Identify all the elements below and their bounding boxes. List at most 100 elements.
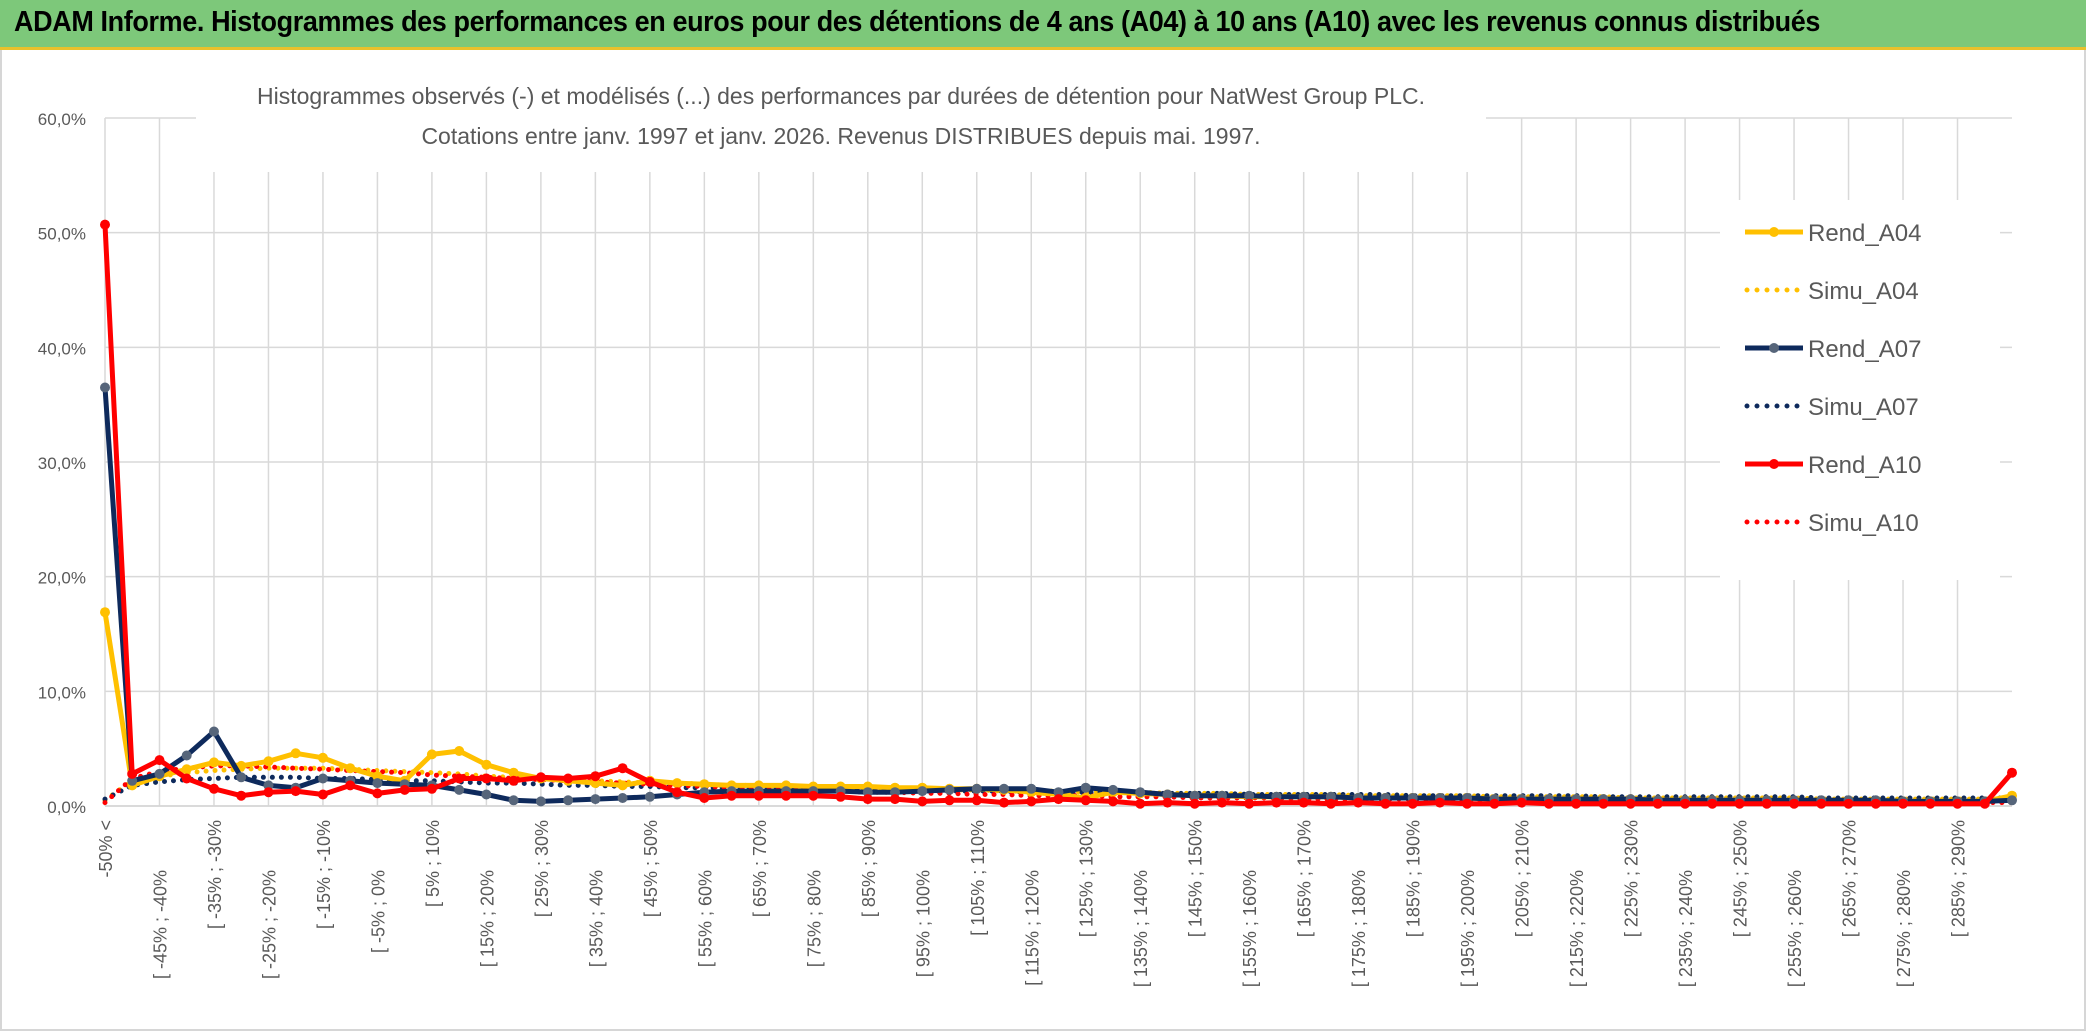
x-tick-label: [ 105% ; 110% [968,820,988,936]
data-point-rend-a10 [1625,798,1636,809]
x-tick-label: [ 215% ; 220% [1567,870,1587,987]
report-title: ADAM Informe. Histogrammes des performan… [14,6,1821,38]
data-point-rend-a10 [100,219,110,230]
data-point-rend-a10 [862,794,873,805]
chart-title-background [196,78,1486,172]
data-point-rend-a10 [1271,797,1282,808]
x-tick-label: [ 135% ; 140% [1131,870,1151,987]
data-point-rend-a10 [944,795,955,806]
legend-marker [1769,459,1779,469]
x-tick-label: [ 165% ; 170% [1295,820,1315,937]
data-point-rend-a10 [1325,798,1336,809]
x-tick-label: [ 45% ; 50% [641,820,661,917]
data-point-rend-a07 [862,787,873,798]
data-point-rend-a07 [590,794,601,805]
y-tick-label: 40,0% [38,339,86,358]
data-point-rend-a07 [127,775,138,786]
data-point-rend-a04 [181,764,192,775]
x-tick-label: [ -15% ; -10% [314,820,334,929]
x-tick-label: [ 285% ; 290% [1949,820,1969,937]
legend-label: Rend_A04 [1808,220,1921,247]
data-point-rend-a04 [209,757,219,768]
data-point-rend-a04 [590,778,601,789]
x-tick-label: [ 245% ; 250% [1731,820,1751,937]
legend-item-rend-a07: Rend_A07 [1745,336,1921,363]
data-point-rend-a07 [1162,789,1173,800]
data-point-rend-a10 [2007,767,2017,778]
data-point-rend-a10 [1135,798,1146,809]
data-point-rend-a10 [1816,798,1827,809]
x-tick-label: [ 85% ; 90% [859,820,879,917]
data-point-rend-a07 [481,789,492,800]
x-tick-label: [ -35% ; -30% [205,820,225,929]
data-point-rend-a04 [699,779,710,790]
data-point-rend-a07 [317,773,328,784]
data-point-rend-a07 [1244,790,1255,801]
data-point-rend-a10 [563,773,574,784]
series-line-simu-a07 [102,774,2015,802]
x-tick-label: [ 25% ; 30% [532,820,552,917]
x-tick-label: [ 155% ; 160% [1240,870,1260,987]
series-layer [100,219,2017,809]
data-point-rend-a10 [454,773,465,784]
data-point-rend-a07 [1108,784,1118,795]
data-point-rend-a10 [726,790,737,801]
x-tick-label: [ 175% ; 180% [1349,870,1369,987]
chart-title: Histogrammes observés (-) et modélisés (… [196,78,1486,172]
data-point-rend-a07 [1080,782,1091,793]
legend-label: Simu_A04 [1808,278,1919,305]
data-point-rend-a10 [154,755,165,766]
data-point-rend-a10 [1571,798,1582,809]
legend-item-rend-a10: Rend_A10 [1745,452,1921,479]
data-point-rend-a10 [290,786,301,797]
data-point-rend-a10 [1189,798,1200,809]
x-tick-label: [ 195% ; 200% [1458,870,1478,987]
y-tick-label: 0,0% [47,798,86,817]
data-point-rend-a10 [1407,798,1418,809]
data-point-rend-a10 [1380,798,1391,809]
data-point-rend-a10 [1298,797,1309,808]
data-point-rend-a10 [590,771,601,782]
data-point-rend-a07 [563,795,574,806]
data-point-rend-a10 [399,784,410,795]
data-point-rend-a10 [917,796,928,807]
legend-marker [1769,343,1779,353]
data-point-rend-a10 [1898,798,1908,809]
data-point-rend-a07 [944,784,955,795]
data-point-rend-a07 [1217,790,1227,801]
x-tick-label: [ 115% ; 120% [1022,870,1042,986]
data-point-rend-a10 [1761,798,1772,809]
legend-item-simu-a10: Simu_A10 [1744,510,1919,537]
x-tick-label: [ 5% ; 10% [423,820,443,907]
data-point-rend-a10 [372,788,383,799]
data-point-rend-a10 [1734,798,1745,809]
data-point-rend-a10 [1952,798,1963,809]
y-tick-label: 10,0% [38,683,86,702]
data-point-rend-a10 [236,790,247,801]
data-point-rend-a10 [535,772,546,783]
x-tick-label: [ 35% ; 40% [586,870,606,967]
legend-label: Rend_A07 [1808,336,1921,363]
x-tick-label: [ 275% ; 280% [1894,870,1914,987]
x-tick-label: [ 15% ; 20% [477,870,497,967]
legend-item-simu-a04: Simu_A04 [1744,278,1919,305]
data-point-rend-a07 [508,795,519,806]
data-point-rend-a07 [181,750,192,761]
data-point-rend-a10 [317,789,328,800]
x-tick-label: [ -25% ; -20% [259,870,279,979]
legend-item-simu-a07: Simu_A07 [1744,394,1919,421]
x-tick-label: [ 65% ; 70% [750,820,770,917]
data-point-rend-a10 [181,773,192,784]
data-point-rend-a07 [644,791,655,802]
x-tick-label: [ 125% ; 130% [1077,820,1097,937]
x-tick-label: [ 205% ; 210% [1513,820,1533,937]
y-tick-label: 60,0% [38,110,86,129]
data-point-rend-a10 [890,794,900,805]
data-point-rend-a10 [1979,798,1990,809]
data-point-rend-a10 [1462,798,1473,809]
data-point-rend-a07 [2007,795,2017,806]
chart-title-line2: Cotations entre janv. 1997 et janv. 2026… [421,123,1260,149]
data-point-rend-a10 [1080,795,1091,806]
x-tick-label: [ 185% ; 190% [1404,820,1424,937]
data-point-rend-a07 [1189,790,1200,801]
